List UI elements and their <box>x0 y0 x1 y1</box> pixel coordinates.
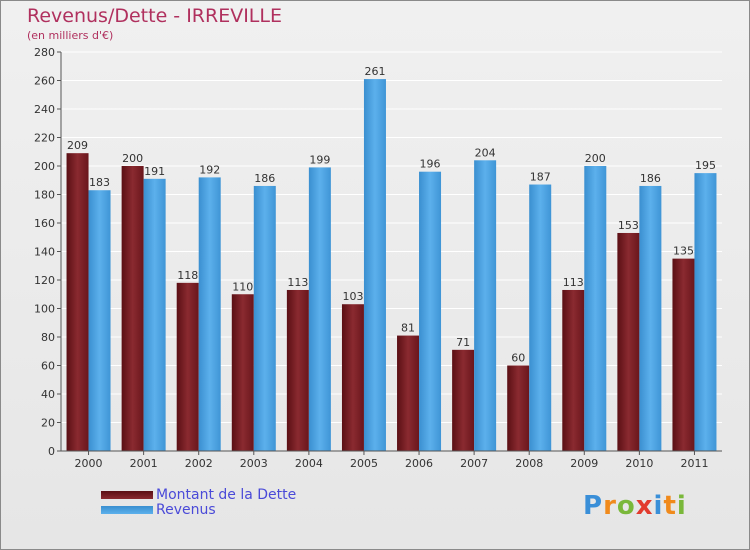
bar-revenus <box>694 173 717 451</box>
y-tick-label: 180 <box>34 189 55 202</box>
bar-revenus <box>584 166 607 451</box>
y-tick-label: 60 <box>41 360 55 373</box>
value-label-dette: 60 <box>511 352 525 365</box>
value-label-dette: 103 <box>342 290 363 303</box>
value-label-revenus: 196 <box>420 158 441 171</box>
y-tick-label: 220 <box>34 132 55 145</box>
value-label-dette: 113 <box>287 276 308 289</box>
bar-dette <box>231 294 254 451</box>
x-tick-label: 2000 <box>75 457 103 470</box>
x-tick-label: 2007 <box>460 457 488 470</box>
value-label-revenus: 186 <box>640 172 661 185</box>
y-tick-label: 80 <box>41 331 55 344</box>
value-label-revenus: 204 <box>475 146 496 159</box>
value-label-revenus: 195 <box>695 159 716 172</box>
bar-revenus <box>143 178 166 451</box>
bar-dette <box>176 282 199 451</box>
value-label-revenus: 200 <box>585 152 606 165</box>
bar-revenus <box>474 160 497 452</box>
value-label-dette: 153 <box>618 219 639 232</box>
y-tick-label: 260 <box>34 75 55 88</box>
y-tick-label: 0 <box>48 445 55 458</box>
y-tick-label: 280 <box>34 46 55 59</box>
value-label-dette: 135 <box>673 245 694 258</box>
value-label-revenus: 187 <box>530 171 551 184</box>
y-tick-label: 120 <box>34 274 55 287</box>
bar-revenus <box>198 177 221 451</box>
y-tick-label: 200 <box>34 160 55 173</box>
value-label-dette: 81 <box>401 322 415 335</box>
value-label-dette: 110 <box>232 280 253 293</box>
logo-letter: r <box>603 491 617 521</box>
x-tick-label: 2010 <box>625 457 653 470</box>
value-label-revenus: 192 <box>199 163 220 176</box>
y-tick-label: 140 <box>34 246 55 259</box>
chart-title: Revenus/Dette - IRREVILLE <box>27 5 282 27</box>
bar-dette <box>452 349 475 451</box>
logo-letter: t <box>663 491 677 521</box>
logo-letter: x <box>635 491 654 521</box>
logo-letter: P <box>583 491 604 521</box>
x-tick-label: 2003 <box>240 457 268 470</box>
legend-swatch-revenus <box>101 506 153 514</box>
bar-revenus <box>308 167 331 452</box>
axis-layer: 0 20 40 60 80 100 120 140 160 180 200 220 240 260 280 2… <box>34 46 722 470</box>
proxiti-logo: Proxiti <box>583 491 687 521</box>
x-tick-label: 2006 <box>405 457 433 470</box>
x-tick-label: 2008 <box>515 457 543 470</box>
value-label-revenus: 261 <box>364 65 385 78</box>
value-label-dette: 113 <box>563 276 584 289</box>
legend-label-dette: Montant de la Dette <box>156 487 297 503</box>
logo-letter: i <box>653 491 664 521</box>
bar-revenus <box>419 171 442 451</box>
value-label-dette: 71 <box>456 336 470 349</box>
x-tick-label: 2005 <box>350 457 378 470</box>
bar-dette <box>617 232 640 451</box>
bar-dette <box>341 304 364 451</box>
legend-item-dette: Montant de la Dette <box>101 487 296 503</box>
legend-label-revenus: Revenus <box>156 502 216 518</box>
bar-revenus <box>529 184 552 451</box>
bar-dette <box>286 289 309 451</box>
y-tick-label: 40 <box>41 388 55 401</box>
bar-dette <box>562 289 585 451</box>
bar-revenus <box>253 185 276 451</box>
y-tick-label: 20 <box>41 417 55 430</box>
value-label-revenus: 191 <box>144 165 165 178</box>
y-tick-label: 240 <box>34 103 55 116</box>
value-label-revenus: 183 <box>89 176 110 189</box>
value-label-revenus: 186 <box>254 172 275 185</box>
bars-layer: 2091832001911181921101861131991032618119… <box>66 65 717 452</box>
x-tick-label: 2002 <box>185 457 213 470</box>
logo-letter: i <box>676 491 687 521</box>
grid-layer <box>61 51 722 452</box>
x-tick-label: 2009 <box>570 457 598 470</box>
bar-dette <box>397 335 420 451</box>
bar-dette <box>672 258 695 451</box>
y-tick-label: 100 <box>34 303 55 316</box>
bar-dette <box>121 166 144 451</box>
value-label-dette: 118 <box>177 269 198 282</box>
legend-swatch-dette <box>101 491 153 499</box>
value-label-dette: 200 <box>122 152 143 165</box>
value-label-revenus: 199 <box>309 153 330 166</box>
x-tick-label: 2001 <box>130 457 158 470</box>
y-tick-label: 160 <box>34 217 55 230</box>
bar-dette <box>507 365 530 451</box>
legend-item-revenus: Revenus <box>101 502 216 518</box>
bar-revenus <box>88 190 111 451</box>
bar-dette <box>66 153 89 452</box>
value-label-dette: 209 <box>67 139 88 152</box>
chart-subtitle: (en milliers d'€) <box>27 29 114 42</box>
x-tick-label: 2011 <box>680 457 708 470</box>
logo-letter: o <box>616 491 636 521</box>
bar-revenus <box>363 79 386 451</box>
bar-revenus <box>639 185 662 451</box>
x-tick-label: 2004 <box>295 457 323 470</box>
